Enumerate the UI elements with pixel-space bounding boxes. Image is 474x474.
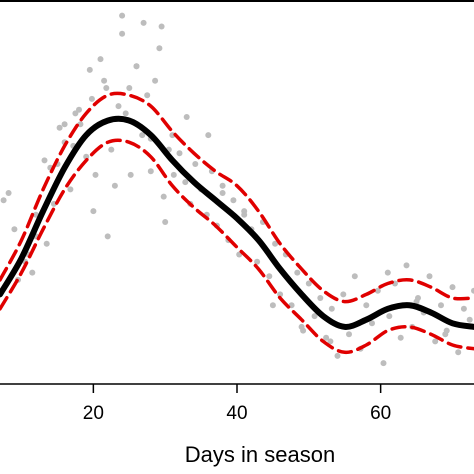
data-point: [72, 110, 79, 117]
data-point: [272, 240, 279, 247]
x-axis-title: Days in season: [185, 442, 335, 467]
data-point: [254, 258, 261, 265]
fitted-curve-line: [0, 115, 474, 330]
data-point: [43, 240, 50, 247]
data-point: [90, 208, 97, 215]
data-point: [11, 226, 18, 233]
data-point: [152, 77, 159, 84]
data-point: [122, 110, 129, 117]
data-point: [139, 132, 146, 139]
data-point: [126, 85, 133, 91]
data-point: [115, 103, 122, 110]
data-point: [170, 171, 177, 178]
data-point: [269, 302, 276, 309]
data-point: [277, 291, 284, 298]
data-point: [29, 269, 36, 276]
data-point: [442, 331, 449, 338]
x-tick-label: 40: [226, 403, 247, 424]
data-point: [108, 146, 115, 153]
data-point: [471, 287, 474, 294]
data-point: [403, 262, 410, 269]
data-point: [241, 208, 248, 215]
data-point: [182, 179, 189, 186]
data-point: [230, 197, 237, 204]
data-point: [127, 171, 134, 178]
data-point: [466, 316, 473, 323]
data-point: [311, 313, 318, 320]
data-point: [192, 161, 199, 167]
data-point: [369, 320, 375, 327]
data-point: [133, 63, 140, 70]
x-tick-label: 20: [83, 403, 104, 424]
data-point: [176, 150, 183, 157]
data-point: [294, 269, 301, 276]
data-point: [346, 331, 352, 338]
fit-lines: [0, 91, 474, 355]
data-point: [76, 106, 82, 113]
data-point: [61, 121, 68, 128]
data-point: [156, 45, 163, 52]
data-point: [374, 287, 381, 294]
data-point: [455, 349, 462, 356]
data-point: [460, 305, 467, 312]
data-point: [340, 291, 347, 298]
data-point: [104, 233, 111, 240]
data-point: [205, 132, 212, 139]
data-point: [56, 124, 63, 131]
data-point: [219, 190, 226, 196]
confidence-band-line: [0, 91, 474, 304]
data-point: [219, 182, 226, 189]
data-point: [140, 19, 147, 26]
data-point: [449, 284, 456, 291]
data-point: [413, 298, 420, 305]
data-point: [426, 273, 433, 280]
data-point: [158, 23, 165, 30]
x-ticks: 20 40 60: [83, 384, 391, 424]
data-point: [397, 334, 404, 341]
data-point: [119, 12, 126, 19]
data-point: [5, 190, 12, 196]
data-point: [438, 302, 444, 309]
data-point: [162, 219, 169, 225]
data-point: [0, 197, 7, 204]
data-point: [328, 305, 335, 312]
data-point: [380, 360, 387, 367]
data-point: [327, 338, 334, 345]
x-tick-label: 60: [370, 403, 391, 424]
scatter-points: [0, 12, 474, 367]
confidence-band-line: [0, 138, 474, 355]
data-point: [147, 168, 154, 175]
data-point: [144, 92, 151, 99]
data-point: [363, 302, 370, 309]
data-point: [32, 211, 39, 218]
data-point: [86, 66, 93, 73]
data-point: [384, 269, 391, 276]
data-point: [317, 295, 324, 301]
data-point: [183, 114, 190, 120]
data-point: [119, 30, 126, 37]
data-point: [160, 193, 167, 200]
data-point: [386, 313, 393, 320]
data-point: [323, 334, 330, 341]
data-point: [334, 352, 341, 359]
data-point: [67, 186, 74, 193]
data-point: [101, 77, 108, 84]
data-point: [92, 171, 99, 178]
data-point: [266, 273, 273, 280]
data-point: [432, 338, 439, 345]
data-point: [298, 323, 305, 330]
data-point: [305, 280, 312, 287]
data-point: [103, 85, 110, 91]
data-point: [97, 56, 104, 63]
data-point: [351, 273, 358, 280]
data-point: [88, 95, 95, 102]
data-point: [41, 157, 48, 164]
data-point: [111, 182, 118, 189]
